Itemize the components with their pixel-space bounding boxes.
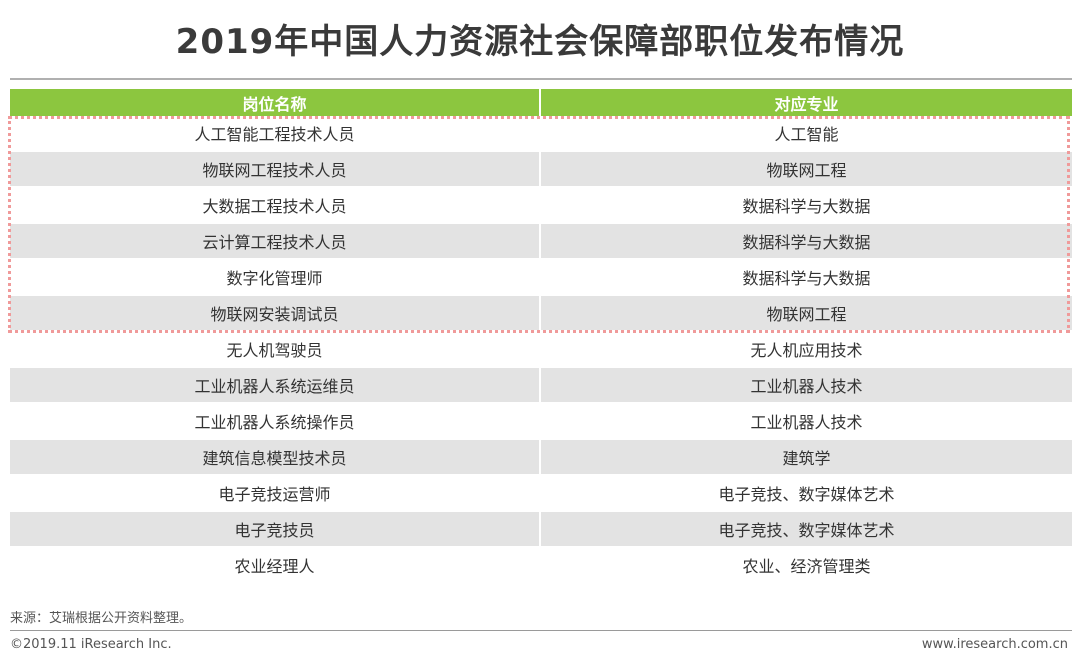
- major-cell: 物联网工程: [540, 295, 1072, 332]
- position-cell: 电子竞技运营师: [10, 475, 541, 512]
- footer-divider: [10, 630, 1072, 631]
- major-cell: 电子竞技、数字媒体艺术: [540, 511, 1072, 548]
- table-row: 大数据工程技术人员 数据科学与大数据: [10, 187, 1072, 224]
- position-cell: 物联网工程技术人员: [10, 151, 541, 188]
- position-cell: 无人机驾驶员: [10, 331, 541, 368]
- page-title: 2019年中国人力资源社会保障部职位发布情况: [175, 22, 905, 62]
- major-cell: 建筑学: [540, 439, 1072, 476]
- position-cell: 建筑信息模型技术员: [10, 439, 541, 476]
- table-row: 电子竞技员 电子竞技、数字媒体艺术: [10, 511, 1072, 548]
- position-cell: 物联网安装调试员: [10, 295, 541, 332]
- table-header-row: 岗位名称 对应专业: [10, 89, 1072, 116]
- table-row: 物联网安装调试员 物联网工程: [10, 295, 1072, 332]
- major-cell: 农业、经济管理类: [540, 547, 1072, 584]
- position-cell: 工业机器人系统运维员: [10, 367, 541, 404]
- major-cell: 物联网工程: [540, 151, 1072, 188]
- major-cell: 数据科学与大数据: [540, 187, 1072, 224]
- position-cell: 大数据工程技术人员: [10, 187, 541, 224]
- position-cell: 电子竞技员: [10, 511, 541, 548]
- major-cell: 人工智能: [540, 116, 1072, 152]
- header-major: 对应专业: [540, 89, 1072, 116]
- table-row: 工业机器人系统操作员 工业机器人技术: [10, 403, 1072, 440]
- table-row: 云计算工程技术人员 数据科学与大数据: [10, 223, 1072, 260]
- table-body: 人工智能工程技术人员 人工智能 物联网工程技术人员 物联网工程 大数据工程技术人员 数据科…: [10, 116, 1072, 584]
- position-cell: 云计算工程技术人员: [10, 223, 541, 260]
- table-row: 建筑信息模型技术员 建筑学: [10, 439, 1072, 476]
- positions-table: 岗位名称 对应专业 人工智能工程技术人员 人工智能 物联网工程技术人员 物联网工程 大数…: [10, 89, 1072, 584]
- table-row: 电子竞技运营师 电子竞技、数字媒体艺术: [10, 475, 1072, 512]
- table-row: 物联网工程技术人员 物联网工程: [10, 151, 1072, 188]
- title-divider: [10, 78, 1072, 80]
- position-cell: 人工智能工程技术人员: [10, 116, 541, 152]
- copyright: ©2019.11 iResearch Inc.: [10, 637, 172, 652]
- header-position: 岗位名称: [10, 89, 541, 116]
- table-row: 工业机器人系统运维员 工业机器人技术: [10, 367, 1072, 404]
- major-cell: 工业机器人技术: [540, 403, 1072, 440]
- position-cell: 农业经理人: [10, 547, 541, 584]
- source-note: 来源：艾瑞根据公开资料整理。: [10, 611, 193, 626]
- website: www.iresearch.com.cn: [921, 637, 1068, 652]
- position-cell: 数字化管理师: [10, 259, 541, 296]
- major-cell: 数据科学与大数据: [540, 259, 1072, 296]
- table-row: 农业经理人 农业、经济管理类: [10, 547, 1072, 584]
- table-row: 数字化管理师 数据科学与大数据: [10, 259, 1072, 296]
- major-cell: 数据科学与大数据: [540, 223, 1072, 260]
- table-row: 人工智能工程技术人员 人工智能: [10, 116, 1072, 152]
- major-cell: 工业机器人技术: [540, 367, 1072, 404]
- position-cell: 工业机器人系统操作员: [10, 403, 541, 440]
- major-cell: 无人机应用技术: [540, 331, 1072, 368]
- major-cell: 电子竞技、数字媒体艺术: [540, 475, 1072, 512]
- table-row: 无人机驾驶员 无人机应用技术: [10, 331, 1072, 368]
